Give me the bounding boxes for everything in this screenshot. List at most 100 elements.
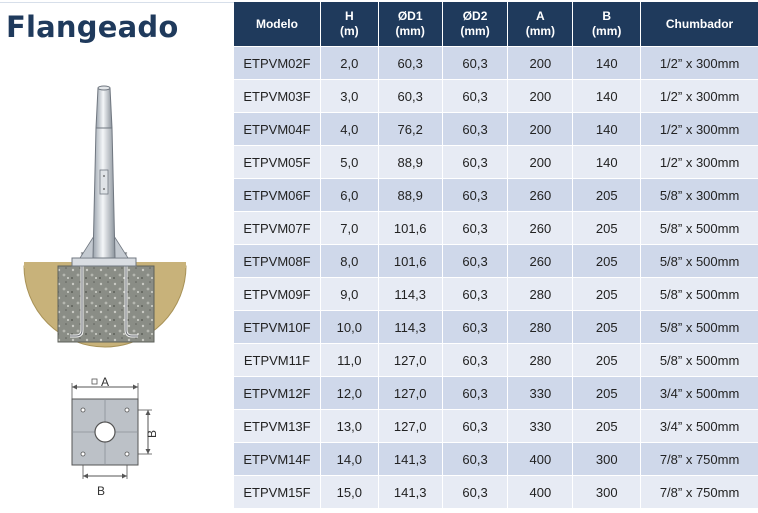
table-cell: 60,3 <box>442 277 509 310</box>
table-cell: 205 <box>573 244 642 277</box>
column-header: ØD1 (mm) <box>378 2 443 46</box>
table-cell: 5/8” x 500mm <box>641 211 758 244</box>
table-cell: ETPVM06F <box>234 178 321 211</box>
table-cell: ETPVM15F <box>234 475 321 508</box>
table-cell: ETPVM07F <box>234 211 321 244</box>
table-cell: 140 <box>573 79 642 112</box>
table-cell: 127,0 <box>378 343 443 376</box>
table-cell: 200 <box>508 46 574 79</box>
table-cell: 127,0 <box>378 376 443 409</box>
table-cell: 141,3 <box>378 442 443 475</box>
table-cell: 205 <box>573 310 642 343</box>
concrete-block <box>57 265 155 343</box>
table-cell: 7/8” x 750mm <box>641 475 758 508</box>
table-cell: ETPVM14F <box>234 442 321 475</box>
table-cell: 280 <box>508 277 574 310</box>
table-cell: ETPVM13F <box>234 409 321 442</box>
column-header: Modelo <box>234 2 321 46</box>
column-header: A (mm) <box>508 2 574 46</box>
table-cell: 60,3 <box>378 79 443 112</box>
table-cell: 60,3 <box>442 46 509 79</box>
table-cell: 12,0 <box>320 376 379 409</box>
table-row: ETPVM04F 4,0 76,2 60,3 200 140 1/2” x 300mm <box>234 112 758 145</box>
table-row: ETPVM11F 11,0 127,0 60,3 280 205 5/8” x 500mm <box>234 343 758 376</box>
table-cell: 5/8” x 300mm <box>641 178 758 211</box>
table-cell: 280 <box>508 343 574 376</box>
table-cell: 3/4” x 500mm <box>641 409 758 442</box>
table-cell: 60,3 <box>442 244 509 277</box>
table-cell: 3/4” x 500mm <box>641 376 758 409</box>
table-body: ETPVM02F 2,0 60,3 60,3 200 140 1/2” x 300mm ETP… <box>234 46 758 508</box>
table-cell: 205 <box>573 376 642 409</box>
table-cell: 5/8” x 500mm <box>641 343 758 376</box>
table-cell: 400 <box>508 475 574 508</box>
table-cell: 1/2” x 300mm <box>641 46 758 79</box>
table-cell: 127,0 <box>378 409 443 442</box>
table-cell: ETPVM03F <box>234 79 321 112</box>
title-rule <box>0 2 234 3</box>
column-header: H (m) <box>320 2 379 46</box>
table-cell: ETPVM02F <box>234 46 321 79</box>
table-cell: 260 <box>508 211 574 244</box>
table-cell: 60,3 <box>442 145 509 178</box>
table-cell: 76,2 <box>378 112 443 145</box>
table-cell: 60,3 <box>442 79 509 112</box>
table-row: ETPVM13F 13,0 127,0 60,3 330 205 3/4” x 500mm <box>234 409 758 442</box>
table-cell: 400 <box>508 442 574 475</box>
table-cell: 60,3 <box>442 310 509 343</box>
table-row: ETPVM10F 10,0 114,3 60,3 280 205 5/8” x 500mm <box>234 310 758 343</box>
base-plate-plan-diagram: A B B <box>71 375 159 498</box>
table-cell: 330 <box>508 409 574 442</box>
table-row: ETPVM07F 7,0 101,6 60,3 260 205 5/8” x 500mm <box>234 211 758 244</box>
table-row: ETPVM03F 3,0 60,3 60,3 200 140 1/2” x 300mm <box>234 79 758 112</box>
table-cell: 60,3 <box>442 475 509 508</box>
table-cell: 60,3 <box>442 178 509 211</box>
table-row: ETPVM08F 8,0 101,6 60,3 260 205 5/8” x 500mm <box>234 244 758 277</box>
left-panel: Flangeado <box>0 0 234 513</box>
table-row: ETPVM02F 2,0 60,3 60,3 200 140 1/2” x 300mm <box>234 46 758 79</box>
table-cell: 140 <box>573 112 642 145</box>
table-row: ETPVM05F 5,0 88,9 60,3 200 140 1/2” x 300mm <box>234 145 758 178</box>
page-title: Flangeado <box>6 10 179 44</box>
table-cell: 60,3 <box>442 409 509 442</box>
table-row: ETPVM14F 14,0 141,3 60,3 400 300 7/8” x 750mm <box>234 442 758 475</box>
table-row: ETPVM15F 15,0 141,3 60,3 400 300 7/8” x 750mm <box>234 475 758 508</box>
table-cell: ETPVM08F <box>234 244 321 277</box>
table-header-row: Modelo H (m) ØD1 (mm) ØD2 (mm) A (mm) B (mm) … <box>234 2 758 46</box>
table-cell: 101,6 <box>378 211 443 244</box>
table-cell: 7/8” x 750mm <box>641 442 758 475</box>
dimension-label-b-side: B <box>145 430 159 438</box>
table-cell: 114,3 <box>378 310 443 343</box>
table-cell: 5/8” x 500mm <box>641 277 758 310</box>
table-cell: 60,3 <box>442 376 509 409</box>
table-row: ETPVM09F 9,0 114,3 60,3 280 205 5/8” x 500mm <box>234 277 758 310</box>
table-cell: 3,0 <box>320 79 379 112</box>
table-cell: 260 <box>508 178 574 211</box>
table-cell: 13,0 <box>320 409 379 442</box>
table-cell: 11,0 <box>320 343 379 376</box>
table-cell: 114,3 <box>378 277 443 310</box>
column-header: ØD2 (mm) <box>442 2 509 46</box>
table-cell: 101,6 <box>378 244 443 277</box>
table-cell: 140 <box>573 145 642 178</box>
table-cell: 205 <box>573 277 642 310</box>
table-cell: 205 <box>573 343 642 376</box>
pole-foundation-illustration <box>23 85 187 348</box>
table-cell: 15,0 <box>320 475 379 508</box>
table-cell: ETPVM12F <box>234 376 321 409</box>
table-cell: 14,0 <box>320 442 379 475</box>
table-cell: 141,3 <box>378 475 443 508</box>
table-cell: 200 <box>508 112 574 145</box>
table-cell: 60,3 <box>442 112 509 145</box>
specification-table: Modelo H (m) ØD1 (mm) ØD2 (mm) A (mm) B (mm) … <box>234 2 758 508</box>
table-cell: ETPVM05F <box>234 145 321 178</box>
table-row: ETPVM06F 6,0 88,9 60,3 260 205 5/8” x 300mm <box>234 178 758 211</box>
table-cell: ETPVM09F <box>234 277 321 310</box>
table-cell: 1/2” x 300mm <box>641 145 758 178</box>
table-cell: 60,3 <box>442 442 509 475</box>
table-cell: 205 <box>573 178 642 211</box>
table-cell: 10,0 <box>320 310 379 343</box>
table-cell: ETPVM11F <box>234 343 321 376</box>
table-cell: 4,0 <box>320 112 379 145</box>
table-row: ETPVM12F 12,0 127,0 60,3 330 205 3/4” x 500mm <box>234 376 758 409</box>
